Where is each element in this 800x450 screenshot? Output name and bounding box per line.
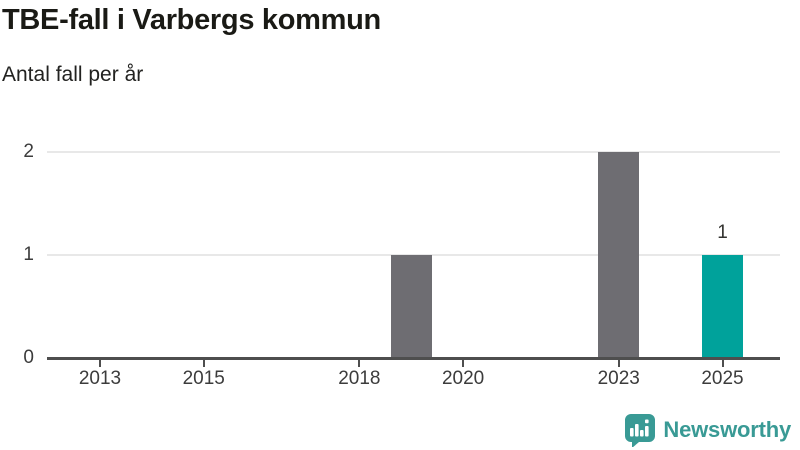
y-axis-tick-label: 1 bbox=[23, 244, 34, 265]
x-axis-tick bbox=[721, 360, 724, 367]
newsworthy-logo[interactable]: Newsworthy bbox=[624, 413, 791, 448]
y-axis-tick-label: 0 bbox=[23, 347, 34, 368]
chart-title: TBE-fall i Varbergs kommun bbox=[2, 4, 381, 36]
x-axis-tick bbox=[202, 360, 205, 367]
x-axis-tick bbox=[358, 360, 361, 367]
x-axis-tick bbox=[462, 360, 465, 367]
x-axis-tick bbox=[99, 360, 101, 367]
x-axis-tick-label: 2023 bbox=[597, 368, 640, 389]
newsworthy-logo-icon bbox=[624, 413, 656, 448]
x-axis-tick-label: 2020 bbox=[441, 368, 485, 389]
newsworthy-logo-text: Newsworthy bbox=[663, 417, 791, 442]
x-axis-line bbox=[47, 357, 780, 360]
gridline-y-2 bbox=[47, 151, 780, 153]
y-axis-tick-label: 2 bbox=[23, 141, 34, 162]
bar-2025 bbox=[702, 255, 743, 358]
x-axis-tick-label: 2015 bbox=[182, 368, 225, 389]
x-axis-tick bbox=[617, 360, 620, 367]
x-axis-tick-label: 2025 bbox=[701, 368, 744, 389]
chart-subtitle: Antal fall per år bbox=[2, 63, 144, 86]
bar-value-label: 1 bbox=[717, 222, 728, 243]
x-axis-tick-label: 2018 bbox=[338, 368, 381, 389]
bar-2019 bbox=[390, 255, 432, 358]
bar-2023 bbox=[598, 152, 640, 358]
x-axis-tick-label: 2013 bbox=[78, 368, 122, 389]
